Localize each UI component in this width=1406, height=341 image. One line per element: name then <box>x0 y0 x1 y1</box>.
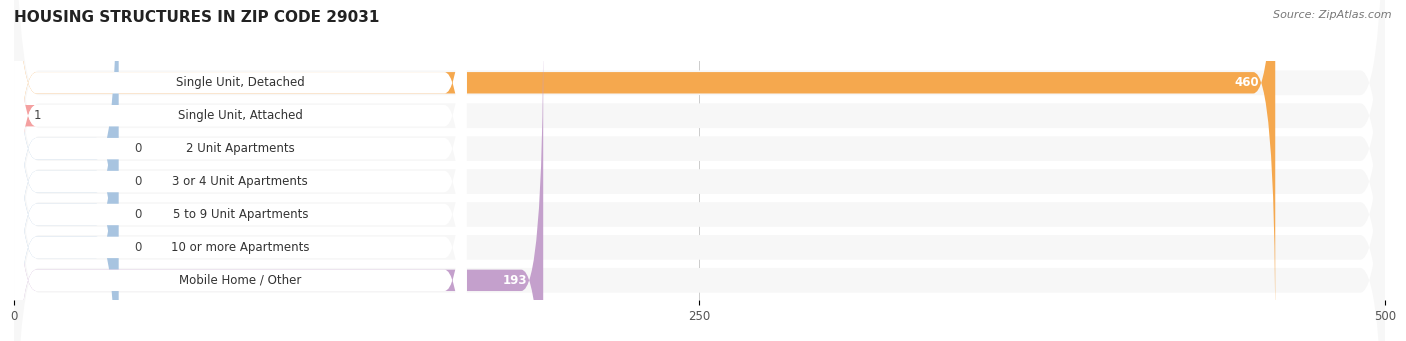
Text: 193: 193 <box>502 274 527 287</box>
Text: 10 or more Apartments: 10 or more Apartments <box>172 241 309 254</box>
Text: HOUSING STRUCTURES IN ZIP CODE 29031: HOUSING STRUCTURES IN ZIP CODE 29031 <box>14 10 380 25</box>
FancyBboxPatch shape <box>14 0 1385 341</box>
FancyBboxPatch shape <box>14 0 118 341</box>
FancyBboxPatch shape <box>14 0 1385 341</box>
FancyBboxPatch shape <box>14 0 467 341</box>
Text: 2 Unit Apartments: 2 Unit Apartments <box>186 142 295 155</box>
Text: Single Unit, Detached: Single Unit, Detached <box>176 76 305 89</box>
Text: 0: 0 <box>135 175 142 188</box>
FancyBboxPatch shape <box>14 0 467 341</box>
Text: 460: 460 <box>1234 76 1258 89</box>
Text: 1: 1 <box>34 109 41 122</box>
FancyBboxPatch shape <box>14 0 1385 341</box>
FancyBboxPatch shape <box>14 0 118 341</box>
FancyBboxPatch shape <box>14 0 467 341</box>
FancyBboxPatch shape <box>14 0 118 341</box>
FancyBboxPatch shape <box>14 0 467 336</box>
Text: Single Unit, Attached: Single Unit, Attached <box>177 109 302 122</box>
Text: 0: 0 <box>135 142 142 155</box>
FancyBboxPatch shape <box>14 0 1385 341</box>
FancyBboxPatch shape <box>0 0 37 341</box>
FancyBboxPatch shape <box>14 0 1385 341</box>
FancyBboxPatch shape <box>14 0 1385 341</box>
FancyBboxPatch shape <box>14 0 1275 336</box>
FancyBboxPatch shape <box>14 0 467 341</box>
Text: 0: 0 <box>135 241 142 254</box>
Text: Source: ZipAtlas.com: Source: ZipAtlas.com <box>1274 10 1392 20</box>
FancyBboxPatch shape <box>14 28 467 341</box>
Text: 0: 0 <box>135 208 142 221</box>
FancyBboxPatch shape <box>14 0 1385 341</box>
FancyBboxPatch shape <box>14 28 543 341</box>
FancyBboxPatch shape <box>14 0 118 341</box>
Text: 3 or 4 Unit Apartments: 3 or 4 Unit Apartments <box>173 175 308 188</box>
Text: Mobile Home / Other: Mobile Home / Other <box>179 274 301 287</box>
FancyBboxPatch shape <box>14 0 467 341</box>
Text: 5 to 9 Unit Apartments: 5 to 9 Unit Apartments <box>173 208 308 221</box>
